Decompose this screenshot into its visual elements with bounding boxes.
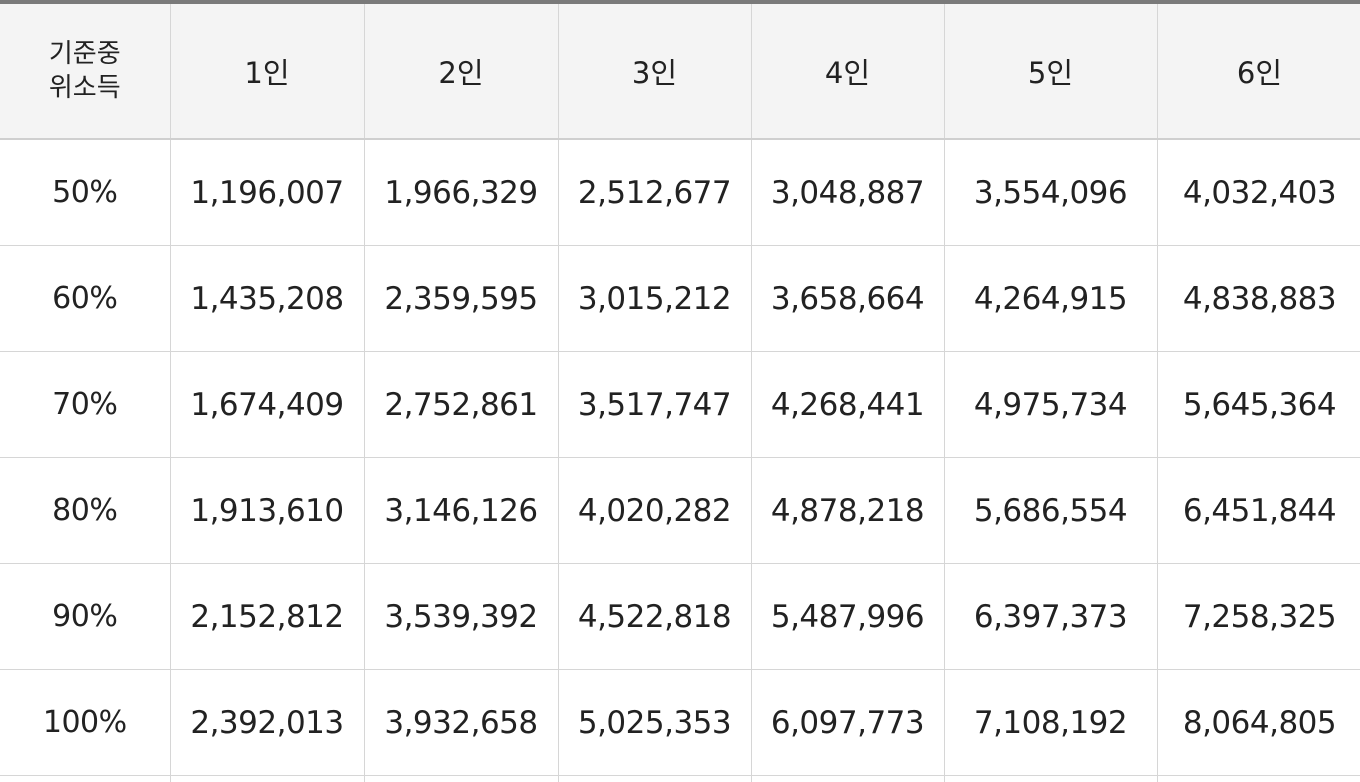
table-cell: 7,108,192 <box>943 669 1158 776</box>
table-row: 70% 1,674,409 2,752,861 3,517,747 4,268,… <box>0 351 1360 458</box>
table-cell: 2,152,812 <box>169 563 365 670</box>
table-cell: 3,146,126 <box>363 457 559 564</box>
table-cell: 3,517,747 <box>557 351 752 458</box>
table-row-partial <box>0 775 1360 782</box>
corner-header: 기준중 위소득 <box>0 4 171 140</box>
table-cell: 4,975,734 <box>943 351 1158 458</box>
table-header-row: 기준중 위소득 1인 2인 3인 4인 5인 6인 <box>0 4 1360 140</box>
table-cell-empty <box>557 775 752 782</box>
median-income-table: 기준중 위소득 1인 2인 3인 4인 5인 6인 50% 1,196,007 … <box>0 4 1360 782</box>
table-cell: 7,258,325 <box>1156 563 1360 670</box>
table-cell: 3,015,212 <box>557 245 752 352</box>
table-cell: 6,397,373 <box>943 563 1158 670</box>
table-cell: 5,645,364 <box>1156 351 1360 458</box>
table-cell: 1,674,409 <box>169 351 365 458</box>
column-header-3: 3인 <box>557 4 752 140</box>
corner-label-line1: 기준중 <box>48 39 121 69</box>
table-row: 50% 1,196,007 1,966,329 2,512,677 3,048,… <box>0 138 1360 246</box>
table-cell: 2,392,013 <box>169 669 365 776</box>
table-row: 60% 1,435,208 2,359,595 3,015,212 3,658,… <box>0 245 1360 352</box>
table-cell: 1,196,007 <box>169 138 365 246</box>
row-label: 60% <box>0 245 171 352</box>
column-header-2: 2인 <box>363 4 559 140</box>
row-label: 50% <box>0 138 171 246</box>
table-cell: 5,686,554 <box>943 457 1158 564</box>
table-cell-empty <box>0 775 171 782</box>
row-label: 100% <box>0 669 171 776</box>
column-header-1: 1인 <box>169 4 365 140</box>
row-label: 80% <box>0 457 171 564</box>
table-cell: 4,264,915 <box>943 245 1158 352</box>
table-cell: 5,487,996 <box>750 563 945 670</box>
table-cell-empty <box>169 775 365 782</box>
column-header-4: 4인 <box>750 4 945 140</box>
table-cell: 3,048,887 <box>750 138 945 246</box>
row-label: 90% <box>0 563 171 670</box>
table-cell-empty <box>750 775 945 782</box>
table-cell: 2,512,677 <box>557 138 752 246</box>
table-cell: 4,020,282 <box>557 457 752 564</box>
table-row: 100% 2,392,013 3,932,658 5,025,353 6,097… <box>0 669 1360 776</box>
table-cell: 3,539,392 <box>363 563 559 670</box>
table-cell: 4,838,883 <box>1156 245 1360 352</box>
table-cell: 3,932,658 <box>363 669 559 776</box>
table-cell: 1,913,610 <box>169 457 365 564</box>
table-cell: 2,752,861 <box>363 351 559 458</box>
table-cell-empty <box>363 775 559 782</box>
table-cell-empty <box>1156 775 1360 782</box>
table-cell: 8,064,805 <box>1156 669 1360 776</box>
table-cell: 1,966,329 <box>363 138 559 246</box>
table-cell: 4,522,818 <box>557 563 752 670</box>
table-cell-empty <box>943 775 1158 782</box>
column-header-5: 5인 <box>943 4 1158 140</box>
table-cell: 5,025,353 <box>557 669 752 776</box>
corner-label-line2: 위소득 <box>48 73 121 103</box>
table-cell: 4,878,218 <box>750 457 945 564</box>
table-cell: 6,451,844 <box>1156 457 1360 564</box>
column-header-6: 6인 <box>1156 4 1360 140</box>
table-cell: 1,435,208 <box>169 245 365 352</box>
table-cell: 4,268,441 <box>750 351 945 458</box>
table-cell: 2,359,595 <box>363 245 559 352</box>
table-cell: 6,097,773 <box>750 669 945 776</box>
table-row: 90% 2,152,812 3,539,392 4,522,818 5,487,… <box>0 563 1360 670</box>
table-cell: 3,658,664 <box>750 245 945 352</box>
table-cell: 4,032,403 <box>1156 138 1360 246</box>
row-label: 70% <box>0 351 171 458</box>
table-row: 80% 1,913,610 3,146,126 4,020,282 4,878,… <box>0 457 1360 564</box>
table-cell: 3,554,096 <box>943 138 1158 246</box>
